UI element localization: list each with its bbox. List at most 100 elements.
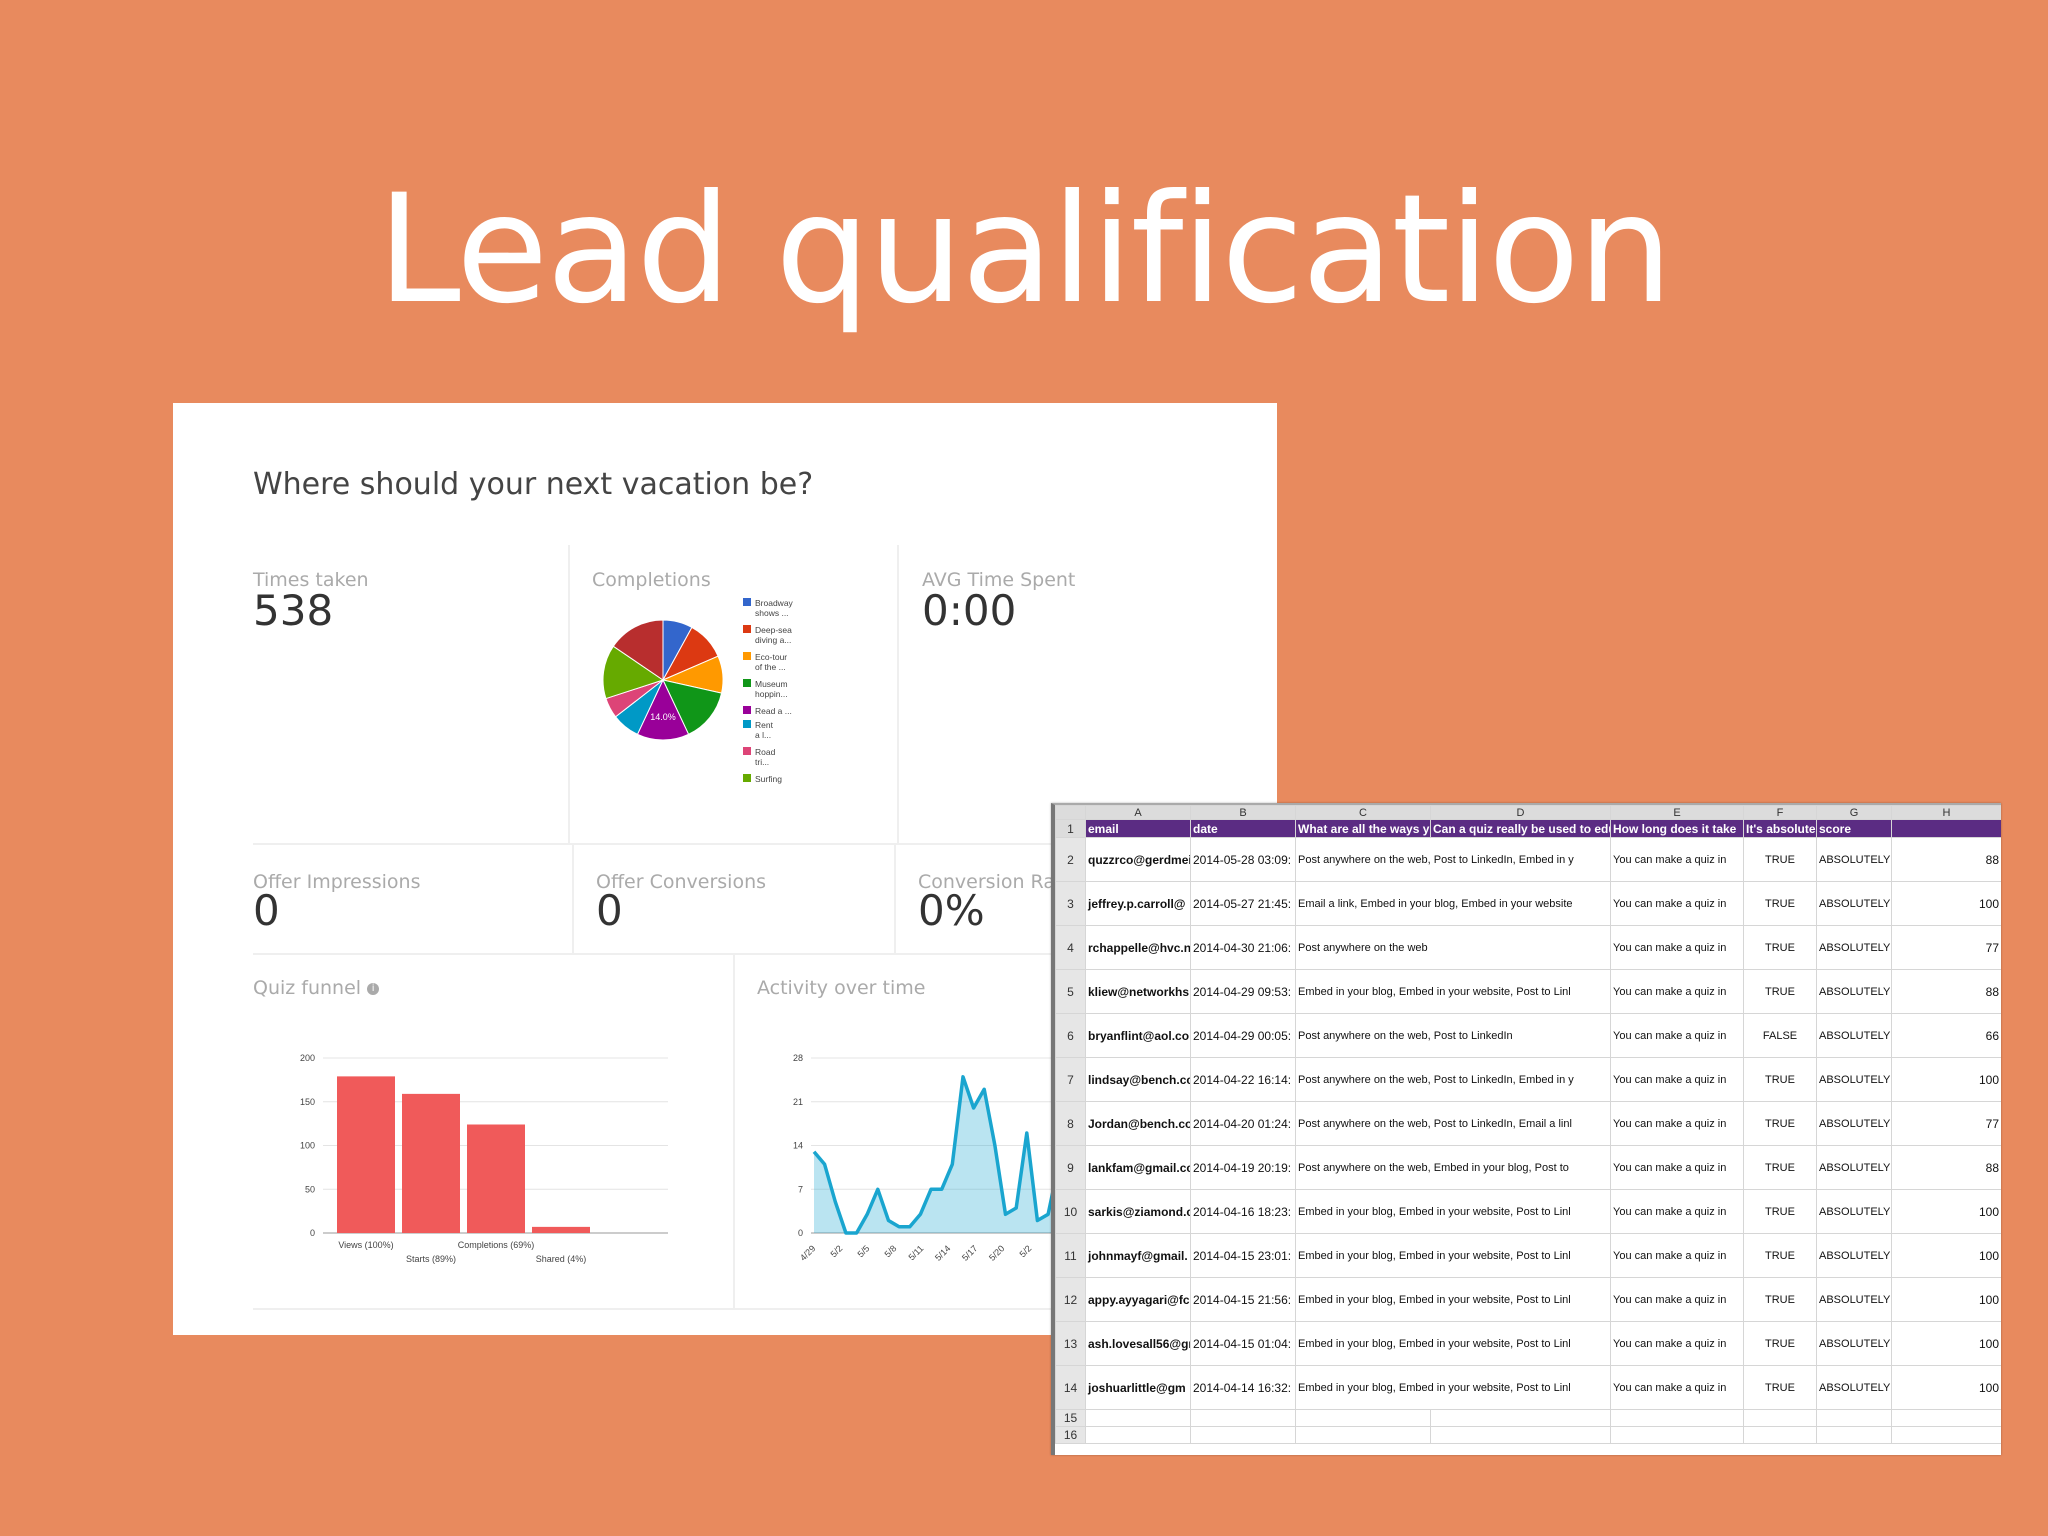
cell-score[interactable]: 88 — [1891, 969, 2001, 1014]
cell-answer[interactable]: ABSOLUTELY — [1816, 1145, 1892, 1190]
row-number[interactable]: 9 — [1055, 1145, 1086, 1190]
cell-date[interactable]: 2014-05-28 03:09: — [1190, 837, 1296, 882]
cell-empty[interactable] — [1610, 1409, 1744, 1427]
cell-ways[interactable]: Post anywhere on the web, Embed in your … — [1295, 1145, 1611, 1190]
cell-answer[interactable]: ABSOLUTELY — [1816, 1189, 1892, 1234]
cell-email[interactable]: johnmayf@gmail. — [1085, 1233, 1191, 1278]
cell-empty[interactable] — [1816, 1426, 1892, 1444]
row-number[interactable]: 2 — [1055, 837, 1086, 882]
row-number[interactable]: 15 — [1055, 1409, 1086, 1427]
cell-empty[interactable] — [1743, 1409, 1817, 1427]
cell-date[interactable]: 2014-04-14 16:32: — [1190, 1365, 1296, 1410]
cell-free[interactable]: TRUE — [1743, 1321, 1817, 1366]
cell-answer[interactable]: ABSOLUTELY — [1816, 1365, 1892, 1410]
cell-date[interactable]: 2014-04-15 23:01: — [1190, 1233, 1296, 1278]
cell-empty[interactable] — [1190, 1409, 1296, 1427]
funnel-bar[interactable] — [532, 1226, 590, 1233]
cell-empty[interactable] — [1085, 1409, 1191, 1427]
cell-answer[interactable]: ABSOLUTELY — [1816, 1101, 1892, 1146]
header-cell[interactable]: score — [1816, 819, 1892, 838]
cell-email[interactable]: bryanflint@aol.co — [1085, 1013, 1191, 1058]
column-letter[interactable]: D — [1430, 805, 1611, 820]
cell-free[interactable]: TRUE — [1743, 1233, 1817, 1278]
cell-how-long[interactable]: You can make a quiz in — [1610, 1365, 1744, 1410]
cell-how-long[interactable]: You can make a quiz in — [1610, 1013, 1744, 1058]
cell-free[interactable]: TRUE — [1743, 969, 1817, 1014]
cell-ways[interactable]: Embed in your blog, Embed in your websit… — [1295, 969, 1611, 1014]
cell-email[interactable]: quzzrco@gerdmei — [1085, 837, 1191, 882]
cell-email[interactable]: lindsay@bench.cc — [1085, 1057, 1191, 1102]
pie-slice[interactable] — [636, 678, 690, 741]
cell-score[interactable]: 100 — [1891, 881, 2001, 926]
cell-how-long[interactable]: You can make a quiz in — [1610, 1321, 1744, 1366]
cell-score[interactable]: 100 — [1891, 1321, 2001, 1366]
cell-free[interactable]: TRUE — [1743, 837, 1817, 882]
pie-slice[interactable] — [602, 645, 665, 700]
cell-date[interactable]: 2014-04-19 20:19: — [1190, 1145, 1296, 1190]
column-letter[interactable]: B — [1190, 805, 1296, 820]
cell-score[interactable]: 88 — [1891, 837, 2001, 882]
cell-date[interactable]: 2014-04-16 18:23: — [1190, 1189, 1296, 1234]
cell-free[interactable]: TRUE — [1743, 1057, 1817, 1102]
row-number[interactable]: 11 — [1055, 1233, 1086, 1278]
column-letter[interactable]: H — [1891, 805, 2001, 820]
row-number[interactable]: 8 — [1055, 1101, 1086, 1146]
cell-email[interactable]: lankfam@gmail.cc — [1085, 1145, 1191, 1190]
cell-date[interactable]: 2014-04-20 01:24: — [1190, 1101, 1296, 1146]
row-number[interactable]: 7 — [1055, 1057, 1086, 1102]
cell-answer[interactable]: ABSOLUTELY — [1816, 1013, 1892, 1058]
cell-answer[interactable]: ABSOLUTELY — [1816, 1321, 1892, 1366]
cell-empty[interactable] — [1295, 1409, 1431, 1427]
funnel-bar[interactable] — [337, 1076, 395, 1233]
cell-free[interactable]: TRUE — [1743, 881, 1817, 926]
row-number[interactable]: 16 — [1055, 1426, 1086, 1444]
header-cell[interactable]: How long does it take — [1610, 819, 1744, 838]
cell-email[interactable]: appy.ayyagari@fc — [1085, 1277, 1191, 1322]
cell-how-long[interactable]: You can make a quiz in — [1610, 1057, 1744, 1102]
pie-slice[interactable] — [662, 679, 723, 735]
cell-score[interactable]: 100 — [1891, 1189, 2001, 1234]
cell-ways[interactable]: Embed in your blog, Embed in your websit… — [1295, 1189, 1611, 1234]
cell-email[interactable]: ash.lovesall56@gr — [1085, 1321, 1191, 1366]
cell-empty[interactable] — [1430, 1426, 1611, 1444]
cell-date[interactable]: 2014-04-29 00:05: — [1190, 1013, 1296, 1058]
funnel-bar[interactable] — [402, 1093, 460, 1233]
info-icon[interactable]: i — [367, 982, 380, 995]
cell-score[interactable]: 100 — [1891, 1365, 2001, 1410]
cell-answer[interactable]: ABSOLUTELY — [1816, 925, 1892, 970]
cell-how-long[interactable]: You can make a quiz in — [1610, 969, 1744, 1014]
cell-empty[interactable] — [1816, 1409, 1892, 1427]
cell-free[interactable]: TRUE — [1743, 1145, 1817, 1190]
cell-ways[interactable]: Embed in your blog, Embed in your websit… — [1295, 1233, 1611, 1278]
cell-how-long[interactable]: You can make a quiz in — [1610, 881, 1744, 926]
cell-score[interactable]: 88 — [1891, 1145, 2001, 1190]
column-letter[interactable]: C — [1295, 805, 1431, 820]
header-cell[interactable] — [1891, 819, 2001, 838]
header-cell[interactable]: Can a quiz really be used to edu — [1430, 819, 1611, 838]
cell-free[interactable]: FALSE — [1743, 1013, 1817, 1058]
cell-how-long[interactable]: You can make a quiz in — [1610, 1233, 1744, 1278]
row-number[interactable]: 14 — [1055, 1365, 1086, 1410]
row-number[interactable]: 10 — [1055, 1189, 1086, 1234]
row-number[interactable]: 12 — [1055, 1277, 1086, 1322]
cell-email[interactable]: jeffrey.p.carroll@ — [1085, 881, 1191, 926]
cell-ways[interactable]: Post anywhere on the web, Post to Linked… — [1295, 1057, 1611, 1102]
cell-how-long[interactable]: You can make a quiz in — [1610, 1101, 1744, 1146]
cell-free[interactable]: TRUE — [1743, 1277, 1817, 1322]
header-cell[interactable]: What are all the ways y — [1295, 819, 1431, 838]
cell-email[interactable]: joshuarlittle@gm — [1085, 1365, 1191, 1410]
cell-empty[interactable] — [1295, 1426, 1431, 1444]
cell-ways[interactable]: Post anywhere on the web, Post to Linked… — [1295, 1013, 1611, 1058]
cell-email[interactable]: Jordan@bench.co — [1085, 1101, 1191, 1146]
row-number[interactable]: 5 — [1055, 969, 1086, 1014]
row-number[interactable]: 1 — [1055, 819, 1086, 838]
row-number[interactable]: 4 — [1055, 925, 1086, 970]
cell-ways[interactable]: Embed in your blog, Embed in your websit… — [1295, 1365, 1611, 1410]
cell-ways[interactable]: Embed in your blog, Embed in your websit… — [1295, 1277, 1611, 1322]
cell-date[interactable]: 2014-04-15 21:56: — [1190, 1277, 1296, 1322]
cell-empty[interactable] — [1085, 1426, 1191, 1444]
cell-score[interactable]: 77 — [1891, 925, 2001, 970]
cell-ways[interactable]: Post anywhere on the web, Post to Linked… — [1295, 1101, 1611, 1146]
cell-empty[interactable] — [1891, 1409, 2001, 1427]
cell-date[interactable]: 2014-04-30 21:06: — [1190, 925, 1296, 970]
